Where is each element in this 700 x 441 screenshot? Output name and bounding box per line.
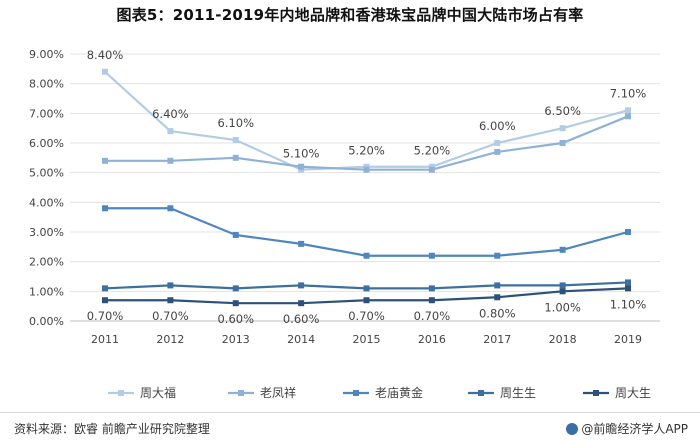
data-point (102, 285, 108, 292)
data-point (625, 229, 631, 235)
data-label: 0.70% (152, 309, 189, 323)
y-tick-label: 6.00% (29, 137, 64, 150)
data-point (102, 157, 108, 164)
data-label: 0.80% (479, 306, 516, 320)
data-point (232, 285, 239, 292)
data-point (102, 68, 108, 75)
y-tick-label: 4.00% (29, 196, 64, 209)
legend-label: 老庙黄金 (375, 385, 423, 400)
data-label: 1.00% (544, 300, 581, 314)
y-tick-label: 9.00% (29, 48, 64, 61)
data-point (298, 163, 305, 170)
data-point (232, 300, 239, 307)
data-point (102, 205, 108, 212)
data-point (494, 140, 501, 146)
legend-marker (353, 390, 359, 396)
chart-title: 图表5：2011-2019年内地品牌和香港珠宝品牌中国大陆市场占有率 (116, 6, 584, 24)
y-tick-label: 8.00% (29, 78, 64, 91)
x-tick-label: 2017 (483, 333, 511, 346)
data-point (363, 297, 370, 304)
data-label: 0.70% (87, 309, 124, 323)
data-point (428, 252, 435, 259)
brand-text: @前瞻经济学人APP (581, 422, 688, 436)
data-point (625, 279, 631, 286)
data-point (559, 125, 566, 132)
legend-label: 老凤祥 (260, 386, 296, 400)
x-tick-label: 2019 (614, 333, 642, 346)
data-label: 0.60% (217, 312, 254, 326)
legend-marker (238, 390, 244, 396)
data-point (494, 148, 501, 155)
data-label: 6.00% (479, 119, 516, 133)
data-label: 7.10% (610, 86, 647, 100)
data-label: 5.10% (283, 147, 320, 161)
data-point (298, 300, 305, 307)
data-label: 0.70% (348, 309, 385, 323)
data-point (298, 240, 305, 247)
brand-credit: @前瞻经济学人APP (566, 420, 688, 437)
x-tick-label: 2014 (287, 333, 315, 346)
x-tick-label: 2015 (353, 333, 381, 346)
legend-label: 周大生 (615, 386, 651, 400)
data-label: 8.40% (87, 48, 124, 62)
x-tick-label: 2016 (418, 333, 446, 346)
y-tick-label: 3.00% (29, 226, 64, 239)
data-point (428, 285, 435, 292)
data-point (625, 113, 631, 120)
data-point (167, 157, 174, 164)
data-point (625, 107, 631, 114)
data-point (494, 282, 501, 289)
data-label: 5.20% (348, 144, 385, 158)
data-point (167, 282, 174, 289)
data-point (167, 128, 174, 135)
x-tick-label: 2013 (222, 333, 250, 346)
data-point (363, 285, 370, 292)
data-point (167, 205, 174, 212)
y-tick-label: 5.00% (29, 167, 64, 180)
data-label: 6.40% (152, 107, 189, 121)
y-tick-label: 7.00% (29, 107, 64, 120)
footer: 资料来源：欧睿 前瞻产业研究院整理 @前瞻经济学人APP (0, 412, 700, 441)
data-label: 0.60% (283, 312, 320, 326)
source-text: 资料来源：欧睿 前瞻产业研究院整理 (14, 422, 210, 436)
y-tick-label: 1.00% (29, 285, 64, 298)
x-tick-label: 2011 (91, 333, 119, 346)
data-point (363, 166, 370, 173)
legend-marker (118, 390, 124, 396)
data-label: 0.70% (414, 309, 451, 323)
data-label: 6.10% (217, 116, 254, 130)
data-label: 1.10% (610, 297, 647, 311)
data-point (559, 282, 566, 289)
data-point (559, 288, 566, 295)
y-tick-label: 0.00% (29, 315, 64, 328)
data-point (363, 252, 370, 259)
data-point (494, 294, 501, 301)
data-point (298, 282, 305, 289)
data-point (232, 154, 239, 161)
data-point (559, 140, 566, 146)
x-tick-label: 2012 (156, 333, 184, 346)
legend-marker (593, 390, 599, 396)
data-point (102, 297, 108, 304)
brand-logo-icon (566, 423, 579, 435)
data-point (428, 166, 435, 173)
data-point (625, 285, 631, 292)
data-point (494, 252, 501, 259)
data-point (232, 137, 239, 144)
legend-label: 周大福 (140, 385, 176, 400)
y-tick-label: 2.00% (29, 256, 64, 269)
data-label: 6.50% (544, 104, 581, 118)
x-tick-label: 2018 (549, 333, 577, 346)
legend-label: 周生生 (500, 386, 536, 400)
data-point (232, 231, 239, 238)
data-point (428, 297, 435, 304)
data-point (559, 246, 566, 253)
data-label: 5.20% (414, 144, 451, 158)
data-point (167, 297, 174, 304)
legend-marker (478, 390, 484, 396)
